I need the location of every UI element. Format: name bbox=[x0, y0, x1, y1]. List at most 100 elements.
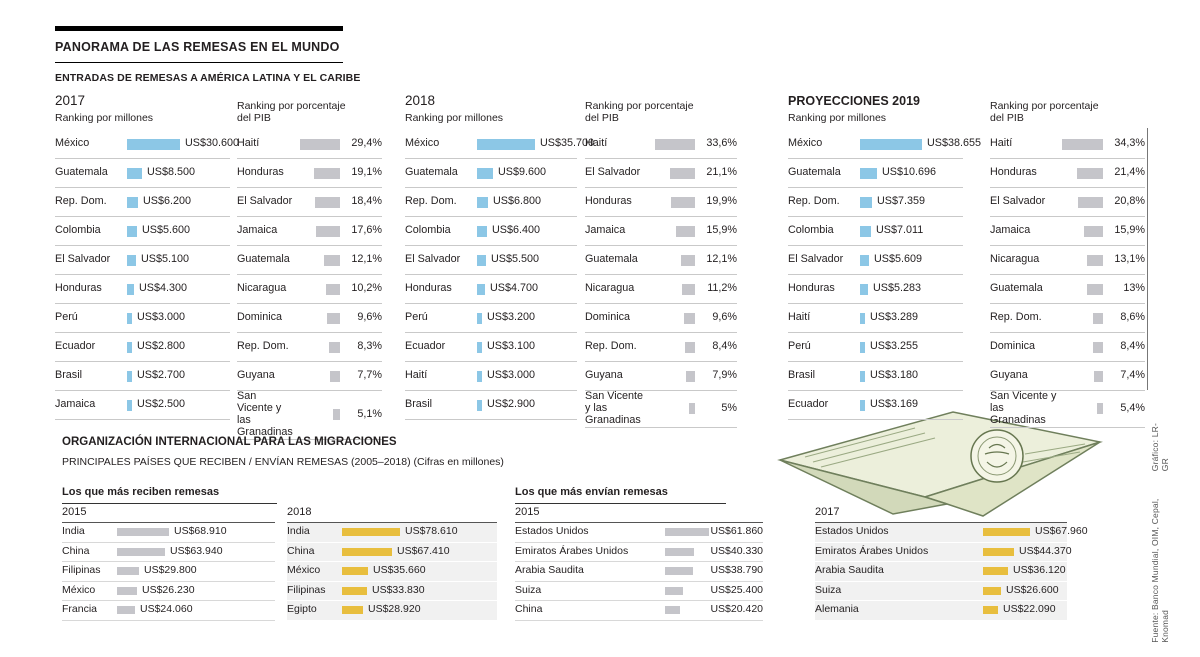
table-row: Arabia Saudita US$38.790 bbox=[515, 562, 763, 582]
value-bar bbox=[860, 167, 877, 179]
bar-track bbox=[296, 341, 340, 353]
value-bar bbox=[127, 167, 142, 179]
value-bar bbox=[860, 196, 872, 208]
country-label: Nicaragua bbox=[237, 282, 287, 295]
credits-block: Gráfico: LR-GR Fuente: Banco Mundial, OI… bbox=[1150, 418, 1170, 643]
country-label: India bbox=[287, 525, 310, 538]
bar-track bbox=[296, 225, 340, 237]
country-label: China bbox=[515, 603, 543, 616]
table-row: Guatemala US$8.500 bbox=[55, 159, 230, 188]
table-row: Arabia Saudita US$36.120 bbox=[815, 562, 1067, 582]
table-row: Guatemala 13% bbox=[990, 275, 1145, 304]
bar-track bbox=[342, 567, 368, 576]
value-label: US$44.370 bbox=[1019, 544, 1072, 557]
value-label: US$3.200 bbox=[487, 311, 536, 324]
table-row: China US$20.420 bbox=[515, 601, 763, 621]
dollar-plane-illustration bbox=[775, 402, 1105, 537]
country-label: Filipinas bbox=[287, 583, 326, 596]
value-label: US$24.060 bbox=[140, 603, 193, 616]
country-label: San Vicente y las Granadinas bbox=[585, 390, 644, 426]
value-label: US$10.696 bbox=[882, 166, 937, 179]
bar-track bbox=[127, 370, 132, 382]
country-label: Colombia bbox=[405, 224, 451, 237]
table-row: México US$38.655 bbox=[788, 130, 981, 159]
value-label: 8,4% bbox=[1120, 340, 1145, 353]
value-label: US$4.700 bbox=[490, 282, 539, 295]
bar-list-send-2017: Estados Unidos US$67.960 Emiratos Árabes U… bbox=[815, 523, 1088, 621]
country-label: El Salvador bbox=[237, 195, 293, 208]
table-row: Guatemala US$10.696 bbox=[788, 159, 963, 188]
bar-track bbox=[1059, 138, 1103, 150]
value-bar bbox=[117, 547, 165, 556]
table-row: El Salvador 18,4% bbox=[237, 188, 382, 217]
value-bar bbox=[686, 370, 695, 382]
bar-track bbox=[860, 138, 922, 150]
value-bar bbox=[1078, 196, 1103, 208]
bar-track bbox=[477, 370, 482, 382]
value-label: US$3.255 bbox=[870, 340, 919, 353]
value-bar bbox=[983, 547, 1014, 556]
bar-track bbox=[1059, 196, 1103, 208]
bar-track bbox=[651, 138, 695, 150]
country-label: Perú bbox=[55, 311, 78, 324]
bar-track bbox=[860, 312, 865, 324]
value-bar bbox=[860, 283, 868, 295]
table-row: Emiratos Árabes Unidos US$44.370 bbox=[815, 542, 1072, 562]
value-label: 20,8% bbox=[1114, 195, 1145, 208]
section-title-top: ENTRADAS DE REMESAS A AMÉRICA LATINA Y E… bbox=[55, 72, 361, 84]
table-row: Honduras 21,4% bbox=[990, 159, 1145, 188]
table-row: Colombia US$5.600 bbox=[55, 217, 230, 246]
value-label: 13,1% bbox=[1114, 253, 1145, 266]
value-bar bbox=[127, 254, 136, 266]
value-label: US$5.609 bbox=[874, 253, 923, 266]
bar-track bbox=[117, 528, 169, 537]
ranking-millones-label: Ranking por millones bbox=[788, 111, 887, 124]
value-bar bbox=[1087, 283, 1103, 295]
value-bar bbox=[477, 138, 535, 150]
country-label: México bbox=[405, 137, 440, 150]
value-label: US$61.860 bbox=[710, 525, 763, 538]
bar-track bbox=[651, 254, 695, 266]
value-label: US$30.600 bbox=[185, 137, 240, 150]
oim-section-title: ORGANIZACIÓN INTERNACIONAL PARA LAS MIGR… bbox=[62, 436, 397, 448]
column-2019-pib: Ranking por porcentaje del PIB Haití 34,3… bbox=[990, 86, 1145, 428]
country-label: Dominica bbox=[237, 311, 283, 324]
table-row: Dominica 9,6% bbox=[237, 304, 382, 333]
country-label: Estados Unidos bbox=[515, 525, 589, 538]
value-bar bbox=[671, 196, 695, 208]
table-row: Suiza US$25.400 bbox=[515, 582, 763, 601]
bar-track bbox=[860, 167, 877, 179]
bar-list-2018-pib: Haití 33,6% El Salvador 21,1% Honduras 19,9% J… bbox=[585, 130, 737, 428]
value-label: US$3.000 bbox=[487, 369, 536, 382]
table-row: Honduras 19,9% bbox=[585, 188, 737, 217]
country-label: Nicaragua bbox=[990, 253, 1040, 266]
bar-track bbox=[296, 409, 340, 421]
value-bar bbox=[1077, 167, 1103, 179]
value-label: US$38.790 bbox=[710, 564, 763, 577]
value-bar bbox=[665, 586, 683, 595]
bar-track bbox=[296, 138, 340, 150]
country-label: Francia bbox=[62, 603, 98, 616]
value-bar bbox=[477, 312, 482, 324]
bar-list-2018-millones: México US$35.700 Guatemala US$9.600 Rep. Dom… bbox=[405, 130, 594, 420]
bar-track bbox=[665, 606, 680, 615]
value-bar bbox=[342, 547, 392, 556]
ranking-millones-label: Ranking por millones bbox=[55, 111, 154, 124]
bar-track bbox=[651, 370, 695, 382]
year-label-proyecciones-2019: PROYECCIONES 2019 bbox=[788, 93, 920, 108]
value-label: US$33.830 bbox=[372, 583, 425, 596]
bar-track bbox=[117, 606, 135, 615]
bar-track bbox=[342, 606, 363, 615]
table-row: Honduras 19,1% bbox=[237, 159, 382, 188]
value-bar bbox=[127, 196, 138, 208]
country-label: Emiratos Árabes Unidos bbox=[815, 544, 929, 557]
country-label: Rep. Dom. bbox=[405, 195, 457, 208]
table-row: Estados Unidos US$61.860 bbox=[515, 523, 763, 543]
column-header: Ranking por porcentaje del PIB bbox=[585, 86, 737, 130]
table-row: Nicaragua 11,2% bbox=[585, 275, 737, 304]
value-bar bbox=[117, 567, 139, 576]
table-row: El Salvador US$5.500 bbox=[405, 246, 577, 275]
table-row: Filipinas US$33.830 bbox=[287, 581, 497, 601]
country-label: Rep. Dom. bbox=[788, 195, 840, 208]
value-bar bbox=[477, 370, 482, 382]
